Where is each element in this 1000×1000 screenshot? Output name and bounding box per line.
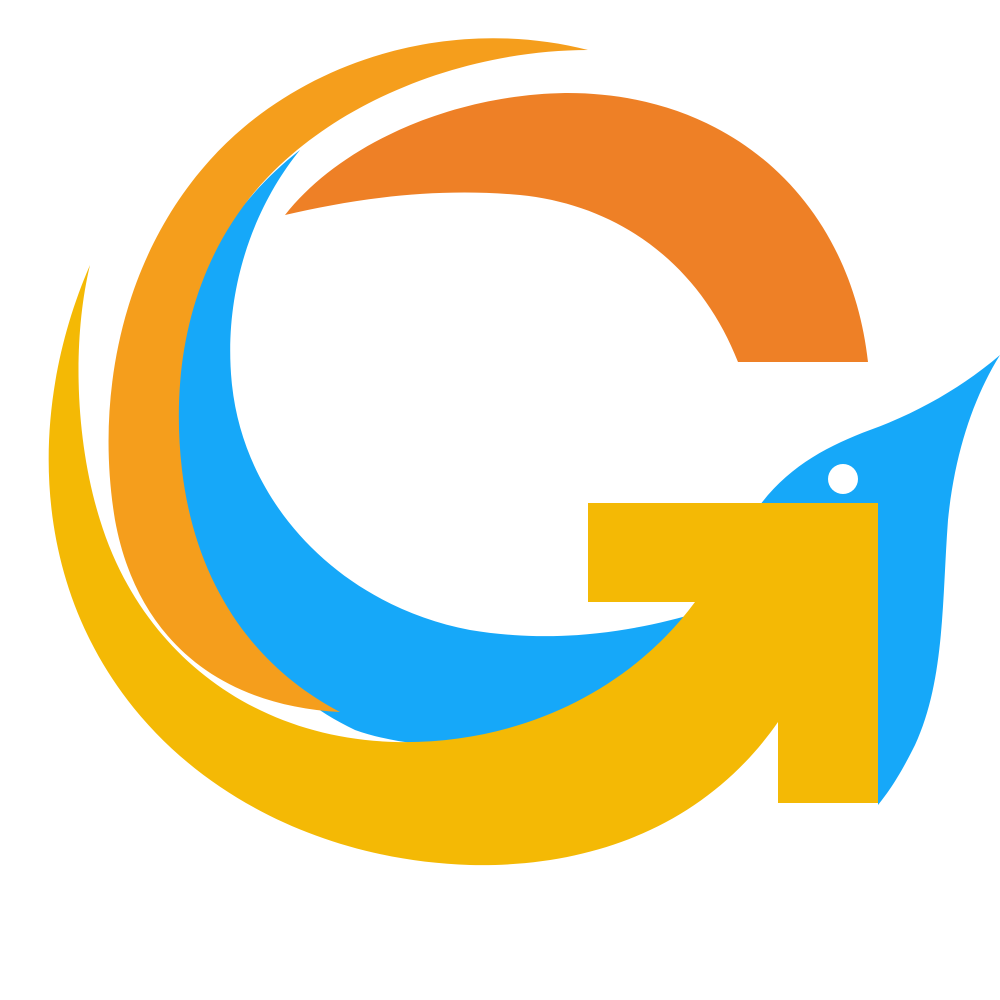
bird-eye-icon <box>828 464 858 494</box>
blue-bird-head <box>760 355 1000 805</box>
blue-bird <box>168 150 701 746</box>
amber-arc <box>108 38 588 713</box>
orange-arc <box>285 92 868 363</box>
yellow-swoosh <box>48 265 879 866</box>
